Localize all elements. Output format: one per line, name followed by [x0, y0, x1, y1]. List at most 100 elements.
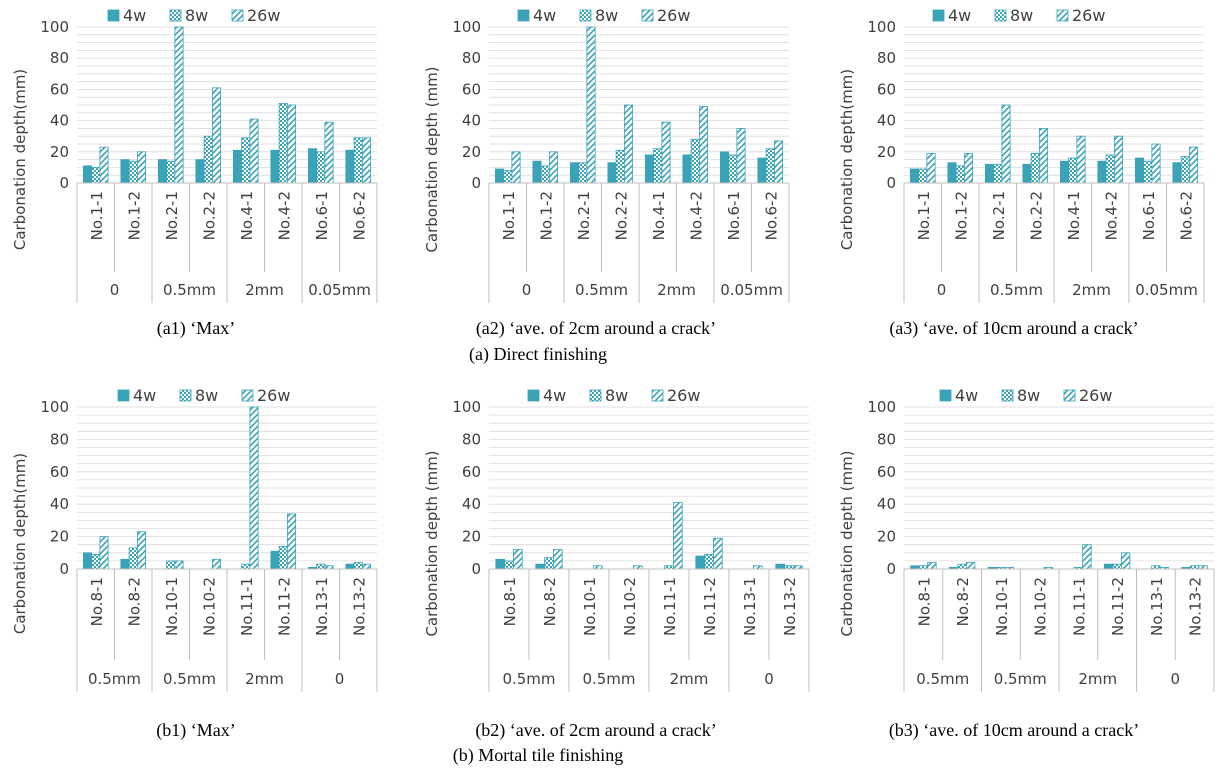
x-tick-label: No.10-2 — [621, 577, 639, 636]
y-tick-label: 20 — [462, 528, 481, 546]
bar-8w-No.6-2 — [1180, 156, 1190, 184]
x-tick-label: No.6-1 — [1140, 191, 1158, 240]
legend-label: 8w — [1017, 386, 1040, 405]
x-tick-label: No.8-2 — [954, 577, 972, 626]
y-tick-label: 40 — [50, 112, 69, 130]
bar-8w-No.4-1 — [1068, 157, 1078, 184]
bar-26w-No.4-1 — [249, 118, 259, 184]
y-tick-label: 80 — [877, 430, 896, 448]
y-tick-label: 20 — [50, 528, 69, 546]
bar-8w-No.1-1 — [503, 170, 513, 184]
legend-swatch-26w — [1063, 389, 1076, 402]
y-tick-label: 100 — [452, 398, 481, 416]
bar-8w-No.2-1 — [578, 162, 588, 184]
legend-label: 8w — [195, 386, 218, 405]
y-tick-label: 80 — [462, 430, 481, 448]
legend-swatch-8w — [169, 9, 182, 22]
x-tick-label: No.13-2 — [781, 577, 799, 636]
bar-4w-No.2-2 — [195, 159, 205, 184]
legend-swatch-26w — [231, 9, 244, 22]
chart-caption: (b1) ‘Max’ — [156, 720, 235, 741]
legend-swatch-4w — [117, 389, 130, 402]
bar-26w-No.8-1 — [99, 536, 109, 570]
bar-26w-No.4-2 — [698, 106, 709, 184]
legend-label: 26w — [1072, 6, 1105, 25]
bar-8w-No.11-2 — [704, 554, 714, 570]
bar-26w-No.4-2 — [286, 104, 297, 184]
group-label: 0 — [937, 281, 947, 299]
bar-8w-No.13-1 — [316, 563, 326, 570]
bar-4w-No.11-2 — [695, 555, 705, 570]
x-tick-label: No.2-1 — [163, 191, 181, 240]
legend-swatch-26w — [651, 389, 664, 402]
section-caption-a: (a) Direct finishing — [469, 344, 607, 365]
y-tick-label: 60 — [50, 463, 69, 481]
bar-8w-No.1-2 — [540, 165, 550, 184]
bar-8w-No.4-1 — [653, 148, 663, 184]
y-tick-label: 40 — [50, 495, 69, 513]
y-tick-label: 80 — [50, 49, 69, 67]
bar-26w-No.6-1 — [736, 127, 746, 184]
x-tick-label: No.13-1 — [1148, 577, 1166, 636]
bar-8w-No.1-1 — [91, 166, 101, 184]
bar-4w-No.8-2 — [535, 563, 545, 570]
x-tick-label: No.8-2 — [541, 577, 559, 626]
group-label: 0.5mm — [916, 670, 969, 688]
bar-26w-No.6-2 — [361, 137, 372, 184]
bar-8w-No.4-2 — [690, 138, 700, 184]
x-tick-label: No.4-1 — [238, 191, 256, 240]
legend-label: 26w — [1079, 386, 1112, 405]
legend-swatch-8w — [1001, 389, 1014, 402]
chart-panel-3: 0 20 40 60 80 100 Carbonation depth(mm) No.1-1 N… — [838, 6, 1205, 339]
x-tick-label: No.11-2 — [275, 577, 293, 636]
legend-label: 26w — [667, 386, 700, 405]
bar-4w-No.2-1 — [569, 162, 580, 184]
chart-panel-4: 0 20 40 60 80 100 Carbonation depth(mm) No.8-1 N… — [11, 386, 378, 741]
bar-8w-No.6-1 — [728, 154, 738, 184]
bar-4w-No.6-2 — [345, 149, 355, 184]
bar-4w-No.8-1 — [82, 552, 93, 570]
y-axis-label: Carbonation depth(mm) — [838, 69, 856, 250]
x-tick-label: No.13-2 — [350, 577, 368, 636]
legend-swatch-8w — [179, 389, 192, 402]
y-tick-label: 20 — [877, 528, 896, 546]
y-tick-label: 20 — [462, 143, 481, 161]
y-tick-label: 100 — [867, 398, 896, 416]
bar-26w-No.1-1 — [511, 151, 521, 184]
bar-8w-No.1-2 — [955, 165, 965, 184]
x-tick-label: No.8-1 — [88, 577, 106, 626]
legend-swatch-26w — [641, 9, 654, 22]
bar-4w-No.2-2 — [607, 162, 617, 184]
x-tick-label: No.11-2 — [1109, 577, 1127, 636]
group-label: 0.5mm — [163, 670, 216, 688]
x-tick-label: No.6-2 — [762, 191, 780, 240]
bar-8w-No.2-2 — [615, 149, 625, 184]
bar-8w-No.4-1 — [241, 137, 251, 184]
legend-label: 4w — [123, 6, 146, 25]
y-tick-label: 20 — [877, 143, 896, 161]
x-tick-label: No.6-2 — [1177, 191, 1195, 240]
legend-label: 26w — [257, 386, 290, 405]
group-label: 0 — [1170, 670, 1180, 688]
bar-8w-No.10-1 — [166, 560, 176, 570]
legend-swatch-26w — [241, 389, 254, 402]
y-tick-label: 40 — [462, 495, 481, 513]
bar-26w-No.8-2 — [136, 531, 147, 570]
x-tick-label: No.1-2 — [125, 191, 143, 240]
bar-26w-No.1-2 — [136, 151, 147, 184]
group-label: 0.5mm — [582, 670, 635, 688]
bar-26w-No.4-1 — [1076, 135, 1086, 184]
legend-swatch-8w — [994, 9, 1007, 22]
bar-26w-No.2-2 — [1038, 127, 1049, 184]
group-label: 2mm — [245, 670, 284, 688]
chart-caption: (b2) ‘ave. of 2cm around a crack’ — [475, 720, 716, 741]
legend-label: 4w — [133, 386, 156, 405]
x-tick-label: No.1-2 — [952, 191, 970, 240]
bar-8w-No.8-1 — [504, 560, 514, 570]
y-axis-label: Carbonation depth(mm) — [11, 453, 29, 634]
bar-26w-No.13-2 — [361, 563, 372, 570]
legend-label: 26w — [657, 6, 690, 25]
bar-26w-No.8-1 — [513, 549, 523, 570]
bar-26w-No.1-2 — [963, 152, 974, 184]
bar-26w-No.2-1 — [1001, 104, 1011, 184]
